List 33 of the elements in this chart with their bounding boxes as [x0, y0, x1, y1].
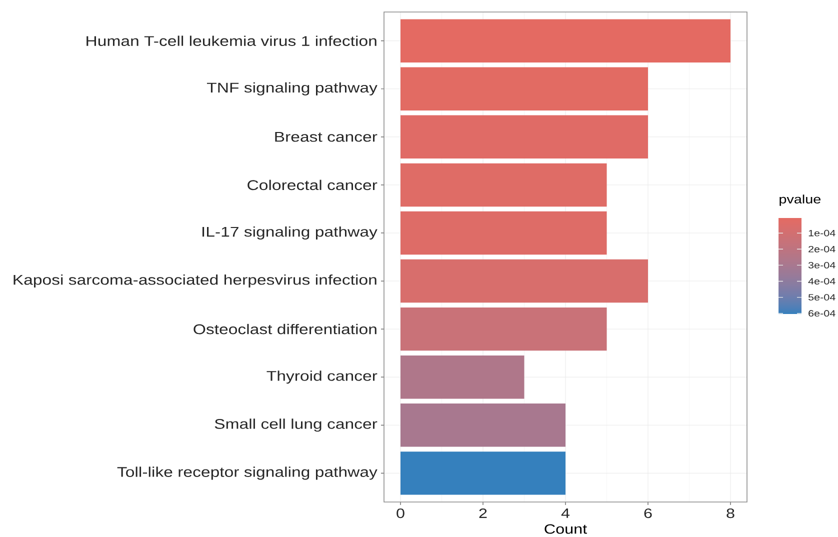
- color-bar-label: 1e-04: [808, 230, 836, 236]
- x-tick-label: 2: [479, 508, 487, 518]
- bar: [400, 211, 607, 255]
- color-bar-label: 6e-04: [808, 310, 836, 317]
- bar: [400, 67, 648, 110]
- y-tick-label: Breast cancer: [275, 132, 378, 142]
- y-tick-label: TNF signaling pathway: [206, 82, 378, 96]
- bar: [400, 115, 648, 159]
- bar: [400, 404, 566, 447]
- y-tick-label: Colorectal cancer: [248, 180, 378, 190]
- bar: [400, 355, 524, 399]
- color-bar-title: pvalue: [780, 194, 821, 206]
- bar: [400, 307, 607, 351]
- bar: [400, 259, 648, 303]
- y-tick-label: IL-17 signaling pathway: [202, 226, 378, 240]
- color-bar-label: 5e-04: [808, 294, 836, 300]
- color-bar-label: 2e-04: [808, 246, 836, 252]
- x-tick-label: 8: [726, 508, 734, 518]
- x-tick-label: 0: [396, 508, 404, 518]
- y-tick-label: Kaposi sarcoma-associated herpesvirus infection: [14, 274, 376, 288]
- y-tick-label: Small cell lung cancer: [214, 418, 378, 432]
- x-tick-label: 4: [561, 508, 570, 518]
- y-tick-label: Human T-cell leukemia virus 1 infection: [86, 36, 376, 46]
- y-tick-label: Thyroid cancer: [266, 370, 378, 384]
- x-tick-label: 6: [644, 508, 652, 518]
- y-tick-label: Toll-like receptor signaling pathway: [117, 466, 378, 480]
- x-axis-title: Count: [544, 524, 587, 534]
- color-bar-label: 3e-04: [808, 262, 836, 268]
- y-tick-label: Osteoclast differentiation: [194, 324, 376, 334]
- bar: [400, 163, 607, 207]
- bar: [400, 452, 566, 495]
- color-bar-label: 4e-04: [808, 278, 836, 284]
- bar: [400, 19, 730, 62]
